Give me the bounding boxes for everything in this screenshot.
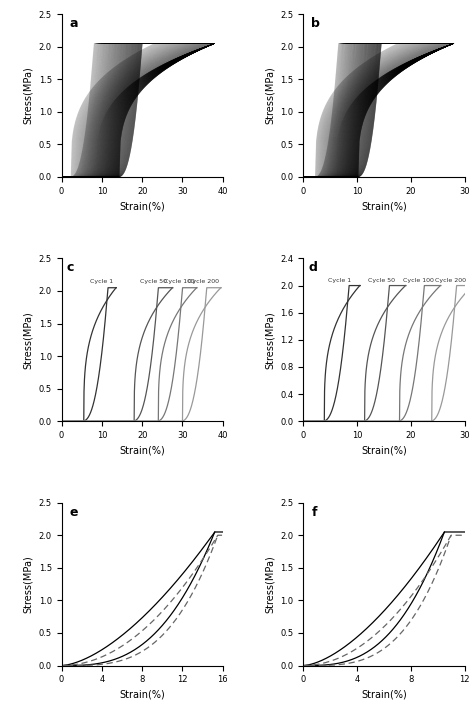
X-axis label: Strain(%): Strain(%): [361, 445, 407, 455]
Text: Cycle 50: Cycle 50: [140, 279, 167, 284]
Y-axis label: Stress(MPa): Stress(MPa): [23, 67, 33, 125]
X-axis label: Strain(%): Strain(%): [119, 201, 165, 211]
Text: b: b: [311, 17, 320, 30]
Y-axis label: Stress(MPa): Stress(MPa): [23, 311, 33, 369]
X-axis label: Strain(%): Strain(%): [361, 690, 407, 700]
Text: Cycle 1: Cycle 1: [328, 278, 351, 283]
Text: Cycle 200: Cycle 200: [188, 279, 219, 284]
Text: Cycle 100: Cycle 100: [403, 278, 434, 283]
Y-axis label: Stress(MPa): Stress(MPa): [265, 67, 275, 125]
X-axis label: Strain(%): Strain(%): [119, 690, 165, 700]
Text: Cycle 50: Cycle 50: [368, 278, 395, 283]
Text: c: c: [66, 261, 74, 275]
Y-axis label: Stress(MPa): Stress(MPa): [265, 311, 275, 369]
Text: a: a: [70, 17, 78, 30]
Text: e: e: [70, 506, 78, 519]
X-axis label: Strain(%): Strain(%): [119, 445, 165, 455]
Text: f: f: [311, 506, 317, 519]
Y-axis label: Stress(MPa): Stress(MPa): [265, 555, 275, 613]
X-axis label: Strain(%): Strain(%): [361, 201, 407, 211]
Y-axis label: Stress(MPa): Stress(MPa): [23, 555, 33, 613]
Text: Cycle 200: Cycle 200: [435, 278, 466, 283]
Text: Cycle 100: Cycle 100: [164, 279, 195, 284]
Text: Cycle 1: Cycle 1: [90, 279, 113, 284]
Text: d: d: [308, 261, 317, 275]
